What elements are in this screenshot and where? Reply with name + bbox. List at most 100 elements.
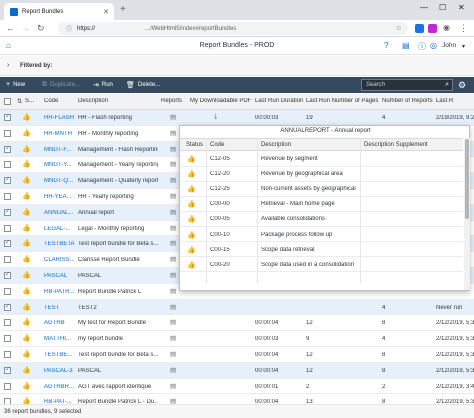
report-document-icon[interactable]: ▤	[170, 240, 177, 248]
report-document-icon[interactable]: ▤	[170, 114, 177, 121]
row-code[interactable]: PASCAL	[44, 273, 68, 279]
col-description[interactable]: Description	[78, 98, 109, 104]
chevron-down-icon[interactable]: ▾	[462, 44, 466, 50]
popover-row[interactable]: 👍 C00-15 Scope data retrieval	[180, 243, 463, 258]
row-code[interactable]: HR-FLASH	[44, 115, 75, 121]
col-status[interactable]: S...	[25, 98, 35, 104]
row-checkbox[interactable]	[4, 256, 11, 264]
browser-tab[interactable]: Report Bundles ✕	[4, 3, 114, 20]
report-document-icon[interactable]: ▤	[170, 335, 177, 343]
row-checkbox[interactable]: ✓	[4, 145, 11, 153]
report-document-icon[interactable]: ▤	[170, 382, 177, 390]
row-code[interactable]: AGTRBR...	[44, 383, 75, 390]
row-checkbox[interactable]: ✓	[4, 240, 11, 248]
download-icon[interactable]: ⤓	[214, 113, 218, 120]
home-icon[interactable]: ⌂	[6, 41, 11, 50]
row-code[interactable]: HR-MNTH	[44, 130, 72, 137]
report-document-icon[interactable]: ▤	[170, 303, 177, 311]
row-checkbox[interactable]	[4, 161, 11, 169]
popover-col-status[interactable]: Status	[186, 142, 204, 148]
popover-scrollbar[interactable]	[464, 138, 470, 290]
row-checkbox[interactable]: ✓	[4, 114, 11, 121]
row-code[interactable]: TEST	[44, 304, 60, 311]
user-avatar-icon[interactable]: ◎	[430, 41, 437, 50]
site-info-icon[interactable]: ⓘ	[66, 27, 73, 33]
row-checkbox[interactable]	[4, 224, 11, 232]
row-checkbox[interactable]: ✓	[4, 208, 11, 216]
help-icon[interactable]: ?	[384, 41, 389, 50]
reload-icon[interactable]: ↻	[37, 23, 45, 33]
row-checkbox[interactable]	[4, 129, 11, 137]
info-icon[interactable]: ⓘ	[418, 42, 426, 51]
popover-row[interactable]: 👍 C00-05 Available consolidations	[180, 212, 463, 227]
select-all-checkbox[interactable]	[4, 98, 11, 105]
row-code[interactable]: MATTHI...	[44, 336, 71, 343]
row-code[interactable]: CLARISS...	[44, 257, 75, 264]
row-code[interactable]: MNGT-F...	[44, 146, 72, 153]
duplicate-button[interactable]: ⧉ Duplicate...	[42, 81, 80, 89]
table-row[interactable]: 👍 AGTRB My test for Report Bundle ▤ 00:00:04…	[0, 315, 474, 332]
report-document-icon[interactable]: ▤	[170, 256, 177, 264]
row-code[interactable]: LEGAL-...	[44, 225, 71, 232]
popover-col-code[interactable]: Code	[210, 142, 225, 148]
table-row[interactable]: ✓ 👍 HR-FLASH HR - Flash reporting ▤ ⤓ 00:00:03…	[0, 110, 474, 126]
popover-row[interactable]: 👍 C12-05 Revenue by segment	[180, 152, 463, 167]
row-checkbox[interactable]	[4, 335, 11, 343]
table-row[interactable]: 👍 AGTRBR... AGT avec rapport identique ▤ 00:…	[0, 379, 474, 395]
minimize-icon[interactable]: —	[420, 3, 428, 12]
maximize-icon[interactable]: ☐	[439, 3, 447, 12]
tab-close-icon[interactable]: ✕	[103, 8, 109, 16]
scrollbar-thumb[interactable]	[465, 139, 469, 219]
popover-row[interactable]: 👍 C00-00 Retrieval - Main home page	[180, 197, 463, 212]
report-document-icon[interactable]: ▤	[170, 287, 177, 295]
delete-button[interactable]: 🗑 Delete...	[126, 81, 160, 89]
col-reports[interactable]: Reports	[161, 98, 183, 104]
notifications-icon[interactable]: ▤	[402, 41, 410, 50]
row-checkbox[interactable]	[4, 193, 11, 200]
row-code[interactable]: RB-PAT-...	[44, 399, 72, 406]
col-number-of-reports[interactable]: Number of Reports	[382, 98, 433, 104]
forward-icon[interactable]: →	[21, 23, 30, 33]
col-pdf[interactable]: My Downloadable PDF	[190, 98, 252, 104]
report-document-icon[interactable]: ▤	[170, 193, 177, 200]
sort-icon[interactable]: ⇅	[17, 99, 23, 105]
popover-row[interactable]: 👍 C00-20 Scope data used in a consolidatio…	[180, 258, 463, 273]
row-checkbox[interactable]	[4, 287, 11, 295]
report-document-icon[interactable]: ▤	[170, 366, 177, 374]
browser-menu-icon[interactable]: ⋮	[459, 23, 468, 33]
report-document-icon[interactable]: ▤	[170, 145, 177, 153]
report-document-icon[interactable]: ▤	[170, 208, 177, 216]
table-row[interactable]: 👍 MATTHI... my report bundle ▤ 00:00:03 9 4 2/1…	[0, 331, 474, 347]
close-window-icon[interactable]: ✕	[458, 3, 465, 12]
new-button[interactable]: + New	[6, 81, 25, 88]
row-code[interactable]: MNGT-Q...	[44, 178, 73, 185]
row-checkbox[interactable]: ✓	[4, 303, 11, 311]
popover-row[interactable]: 👍 C12-20 Revenue by geographical area	[180, 167, 463, 182]
profile-icon[interactable]: ◉	[443, 23, 450, 32]
row-code[interactable]: TESTBE...	[44, 352, 73, 358]
report-document-icon[interactable]: ▤	[170, 272, 177, 279]
report-document-icon[interactable]: ▤	[170, 319, 177, 327]
row-code[interactable]: MNGT-Y...	[44, 162, 72, 169]
table-row[interactable]: ✓ 👍 TEST TEST2 ▤ 4 Never run	[0, 299, 474, 316]
row-checkbox[interactable]: ✓	[4, 272, 11, 279]
row-code[interactable]: HR-YEA...	[44, 194, 72, 200]
search-input[interactable]: Search ⌕	[361, 79, 453, 91]
row-checkbox[interactable]	[4, 319, 11, 327]
bookmark-star-icon[interactable]: ☆	[395, 25, 402, 32]
url-field[interactable]: ⓘ https:// .../WebHtml5/index#reportBund…	[58, 22, 408, 35]
table-row[interactable]: 👍 RB-PATR... Report Bundle Patrick L ▤	[0, 284, 474, 300]
report-document-icon[interactable]: ▤	[170, 224, 177, 232]
run-button[interactable]: ⇥ Run	[93, 81, 113, 89]
row-code[interactable]: RB-PATR...	[44, 288, 75, 295]
filter-bar[interactable]: › Filtered by:	[0, 56, 474, 76]
table-row[interactable]: 👍 TESTBE... Test report bundle for Beta s.…	[0, 347, 474, 363]
chevron-right-icon[interactable]: ›	[7, 62, 10, 69]
row-checkbox[interactable]: ✓	[4, 177, 11, 185]
report-document-icon[interactable]: ▤	[170, 398, 177, 406]
row-code[interactable]: AGTRB	[44, 320, 65, 327]
search-icon[interactable]: ⌕	[445, 81, 449, 88]
row-checkbox[interactable]	[4, 351, 11, 358]
extension-icon[interactable]	[415, 24, 424, 33]
extension-icon[interactable]	[428, 24, 437, 33]
